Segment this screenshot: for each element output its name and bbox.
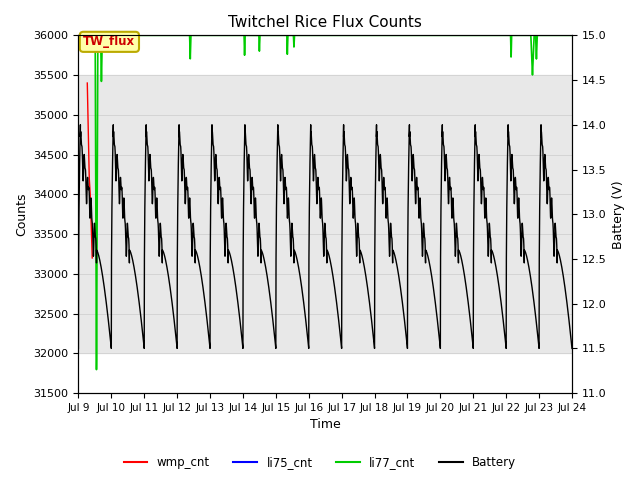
Y-axis label: Counts: Counts — [15, 192, 28, 236]
Y-axis label: Battery (V): Battery (V) — [612, 180, 625, 249]
Title: Twitchel Rice Flux Counts: Twitchel Rice Flux Counts — [228, 15, 422, 30]
Legend: wmp_cnt, li75_cnt, li77_cnt, Battery: wmp_cnt, li75_cnt, li77_cnt, Battery — [119, 452, 521, 474]
Text: TW_flux: TW_flux — [83, 36, 136, 48]
Bar — [79, 75, 572, 353]
X-axis label: Time: Time — [310, 419, 340, 432]
